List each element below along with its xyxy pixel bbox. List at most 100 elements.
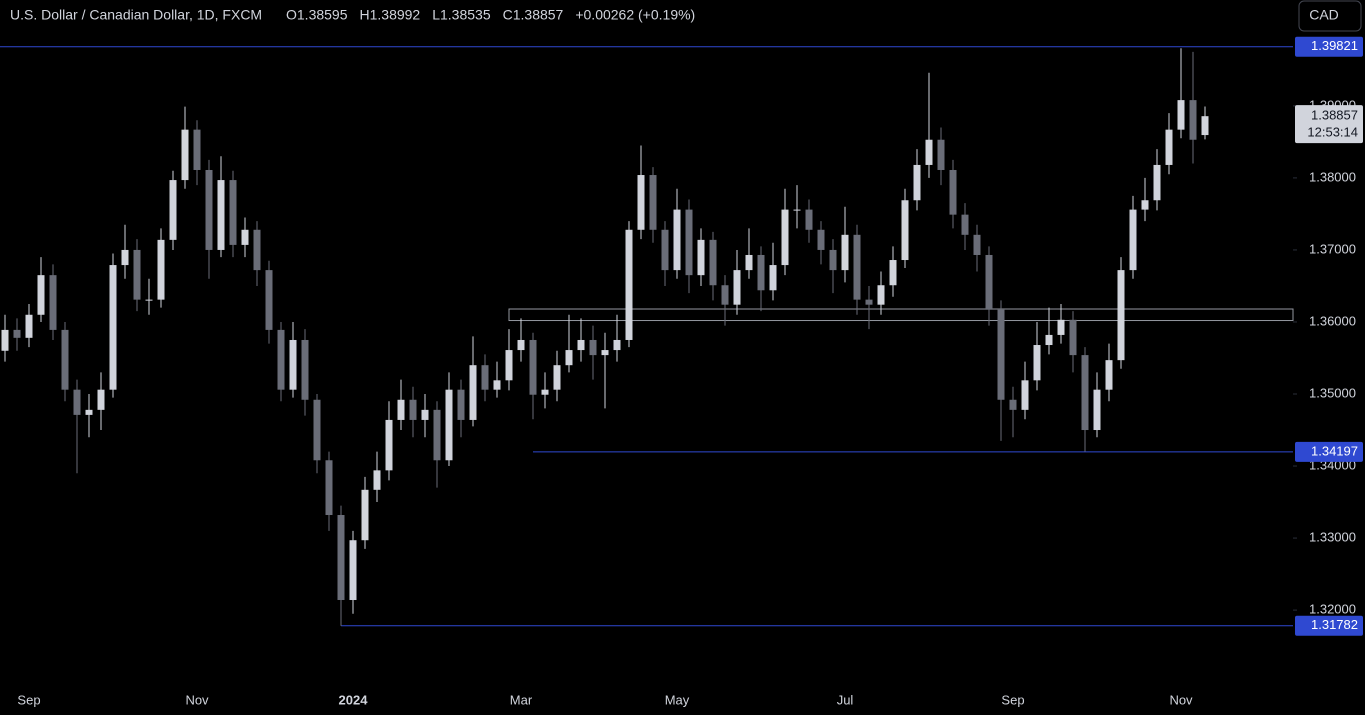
candle-body [457, 389, 465, 420]
candle-body [985, 254, 993, 310]
candle-body [1069, 319, 1077, 356]
candle-body [481, 365, 489, 390]
candle-body [37, 275, 45, 315]
candle-body [181, 129, 189, 181]
candle-body [1165, 129, 1173, 165]
y-tick-label: 1.33000 [1309, 529, 1356, 544]
candle-body [385, 419, 393, 471]
candle-body [205, 169, 213, 250]
candle-body [493, 380, 501, 390]
candle-body [277, 329, 285, 390]
y-tick-label: 1.35000 [1309, 385, 1356, 400]
level-price-label: 1.39821 [1311, 38, 1358, 53]
currency-label[interactable]: CAD [1309, 7, 1339, 23]
plot-area [0, 46, 1297, 627]
ohlc-value: C1.38857 [503, 7, 564, 23]
candle-body [373, 470, 381, 490]
candle-body [973, 234, 981, 255]
candle-body [73, 389, 81, 415]
candle-body [853, 234, 861, 300]
last-price-box [1295, 105, 1363, 144]
candle-body [61, 329, 69, 390]
candle-body [1081, 355, 1089, 431]
candle-body [133, 249, 141, 300]
candle-body [733, 270, 741, 305]
candle-body [565, 350, 573, 366]
level-price-box [1295, 441, 1363, 462]
x-tick-label: Nov [1169, 692, 1193, 707]
level-price-box [1295, 36, 1363, 57]
candle-body [97, 389, 105, 410]
candle-body [529, 339, 537, 395]
candle-body [25, 314, 33, 338]
candle-body [661, 229, 669, 271]
x-tick-label: Sep [17, 692, 40, 707]
y-tick-label: 1.37000 [1309, 241, 1356, 256]
candle-body [13, 329, 21, 338]
ohlc-value: H1.38992 [360, 7, 421, 23]
candle-body [1021, 380, 1029, 410]
currency-button[interactable]: CAD [1298, 0, 1362, 32]
candle-body [361, 489, 369, 541]
last-price-label: 1.38857 [1311, 108, 1358, 123]
candle-body [445, 389, 453, 461]
candle-body [517, 339, 525, 351]
x-tick-label: Nov [185, 692, 209, 707]
candle-body [769, 265, 777, 291]
ohlc-value: +0.00262 (+0.19%) [575, 7, 695, 23]
candle-body [229, 180, 237, 245]
candle-body [805, 209, 813, 230]
ohlc-value: L1.38535 [432, 7, 491, 23]
candle-body [613, 339, 621, 351]
candle-body [637, 175, 645, 230]
candle-body [1153, 164, 1161, 201]
candle-body [325, 460, 333, 516]
x-tick-label: Sep [1001, 692, 1024, 707]
candle-body [697, 239, 705, 276]
candle-body [1033, 345, 1041, 381]
candle-body [1117, 270, 1125, 361]
candle-body [1009, 399, 1017, 410]
candle-body [1201, 116, 1209, 136]
candle-body [253, 229, 261, 271]
candle-body [925, 139, 933, 165]
candle-body [469, 365, 477, 420]
candle-body [829, 249, 837, 271]
candle-body [601, 350, 609, 356]
candle-body [337, 515, 345, 601]
candle-body [289, 339, 297, 390]
level-price-label: 1.34197 [1311, 443, 1358, 458]
ohlc-value: O1.38595 [286, 7, 348, 23]
candle-body [877, 285, 885, 305]
candle-body [409, 399, 417, 420]
candle-body [121, 249, 129, 266]
candle-body [1177, 100, 1185, 130]
header: U.S. Dollar / Canadian Dollar, 1D, FXCM … [10, 7, 695, 23]
candle-body [865, 299, 873, 305]
candle-body [745, 254, 753, 271]
candle-body [1141, 200, 1149, 210]
candle-body [421, 409, 429, 420]
candle-body [757, 254, 765, 291]
candle-body [301, 339, 309, 400]
candle-body [685, 209, 693, 276]
candle-body [625, 229, 633, 340]
candle-body [1189, 100, 1197, 140]
candle-body [109, 265, 117, 390]
candle-body [1057, 319, 1065, 335]
candle-body [889, 260, 897, 286]
candle-body [577, 339, 585, 351]
candle-body [193, 129, 201, 170]
candle-body [817, 229, 825, 250]
candle-body [997, 309, 1005, 400]
zone [508, 308, 1294, 322]
y-tick-label: 1.32000 [1309, 602, 1356, 617]
candle-body [553, 365, 561, 390]
candle-body [433, 409, 441, 461]
x-tick-label: May [665, 692, 690, 707]
currency-button-frame[interactable] [1298, 0, 1362, 32]
candle-body [1045, 334, 1053, 346]
